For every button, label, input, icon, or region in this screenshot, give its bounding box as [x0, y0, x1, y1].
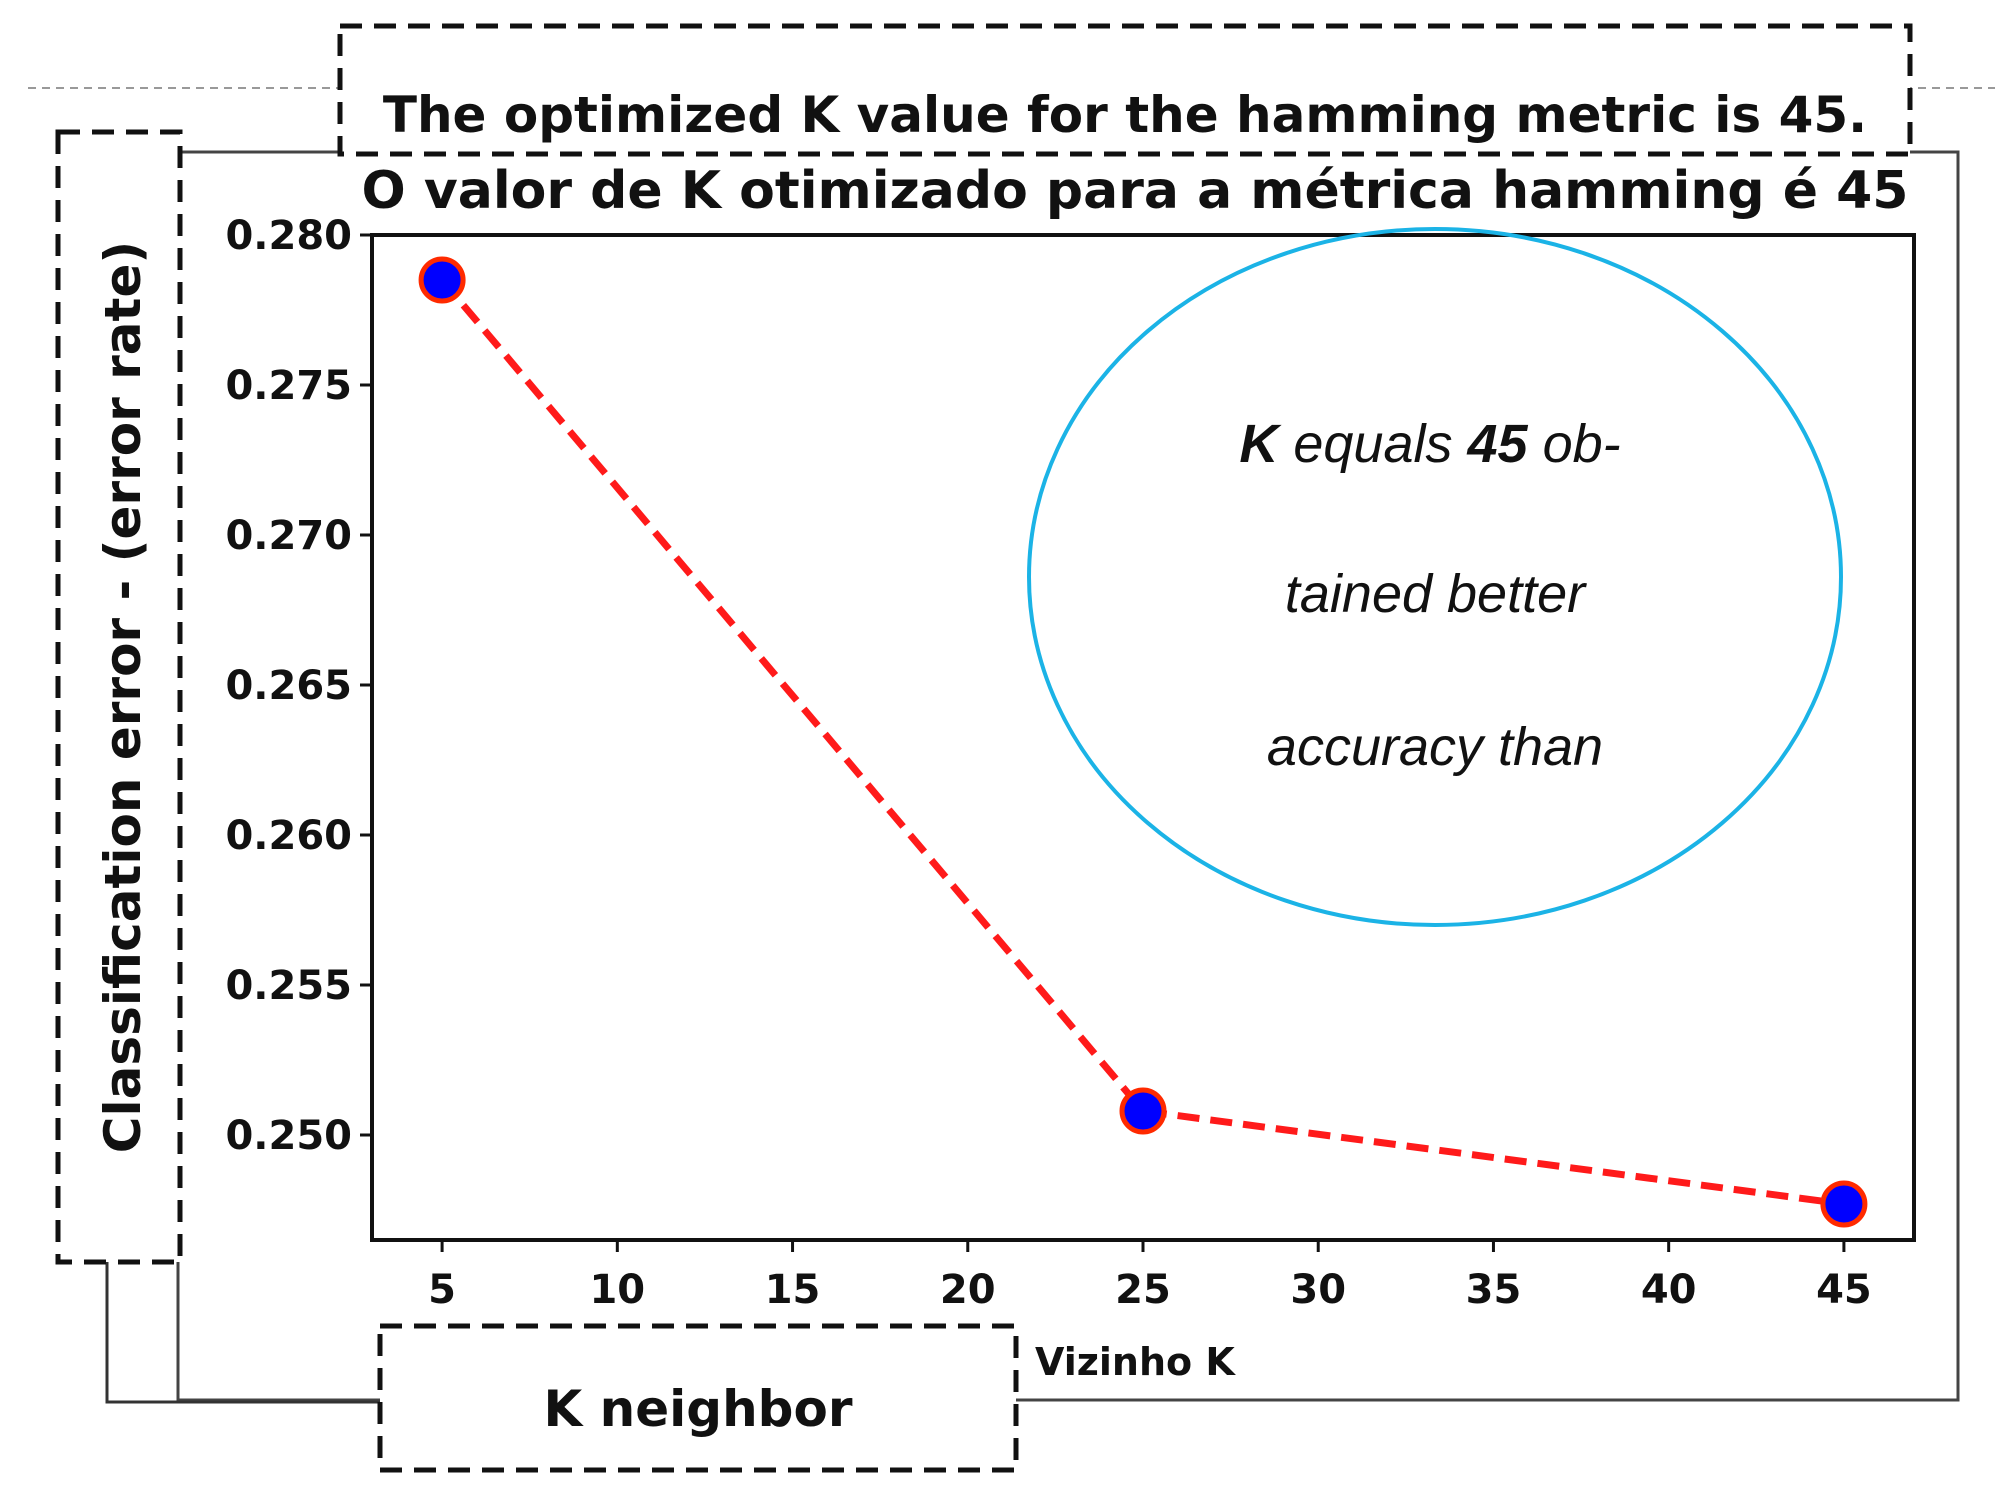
data-point	[1820, 1180, 1868, 1228]
title-callout-box	[337, 23, 1913, 157]
y-tick-label: 0.265	[225, 663, 352, 709]
annotation-line-3: accuracy than	[1267, 717, 1603, 777]
y-tick-label: 0.250	[225, 1113, 352, 1159]
x-tick-label: 15	[765, 1267, 821, 1313]
x-tick-label: 5	[428, 1267, 456, 1313]
x-tick-label: 10	[589, 1267, 645, 1313]
y-tick-label: 0.270	[225, 513, 352, 559]
x-tick-label: 35	[1466, 1267, 1522, 1313]
x-tick-label: 25	[1115, 1267, 1171, 1313]
data-point	[1119, 1087, 1167, 1135]
title-callout-text: The optimized K value for the hamming me…	[383, 86, 1867, 144]
series-hamming	[418, 256, 1868, 1228]
plot-area	[370, 233, 1916, 1242]
annotation-line-2: tained better	[1285, 564, 1587, 624]
x-tick-label: 20	[940, 1267, 996, 1313]
x-axis-label: Vizinho K	[1035, 1340, 1236, 1384]
chart-title: O valor de K otimizado para a métrica ha…	[362, 161, 1909, 221]
x-axis: 5 10 15 20 25 30 35 40 45	[428, 1240, 1872, 1313]
callout-connector	[105, 1262, 380, 1404]
ylabel-callout-box	[55, 129, 183, 1265]
xlabel-callout-text: K neighbor	[544, 1380, 853, 1438]
ylabel-callout-text: Classification error - (error rate)	[94, 241, 152, 1153]
series-line	[439, 277, 1845, 1208]
annotation-line-1: K equals 45 ob-	[1239, 414, 1620, 474]
y-tick-label: 0.255	[225, 963, 352, 1009]
x-tick-label: 45	[1816, 1267, 1872, 1313]
x-tick-label: 30	[1290, 1267, 1346, 1313]
y-axis: 0.250 0.255 0.260 0.265 0.270 0.275 0.280	[225, 213, 372, 1159]
data-point	[418, 256, 466, 304]
y-tick-label: 0.260	[225, 813, 352, 859]
x-tick-label: 40	[1641, 1267, 1697, 1313]
annotation-circle	[1027, 227, 1843, 927]
xlabel-callout-box	[377, 1323, 1019, 1473]
y-tick-label: 0.275	[225, 363, 352, 409]
y-tick-label: 0.280	[225, 213, 352, 259]
